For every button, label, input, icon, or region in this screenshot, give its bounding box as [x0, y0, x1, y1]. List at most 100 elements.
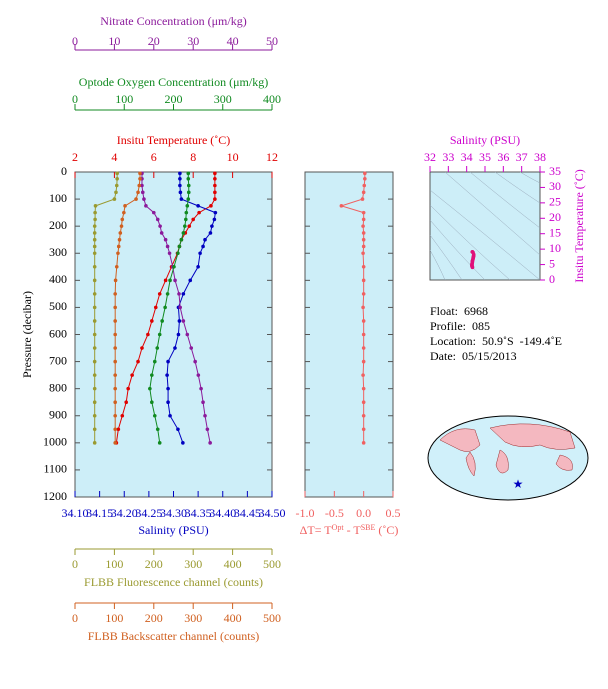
data-point — [92, 224, 97, 228]
data-point — [115, 171, 119, 176]
data-point — [177, 319, 182, 323]
data-point — [114, 190, 118, 195]
data-point — [201, 400, 205, 405]
tick-label: 300 — [214, 92, 232, 106]
data-point — [144, 204, 148, 208]
data-point — [203, 237, 207, 242]
tick-label: -1.0 — [296, 506, 315, 520]
data-point — [178, 190, 183, 195]
y-tick-label: 30 — [549, 179, 561, 193]
y-tick-label: 20 — [549, 210, 561, 224]
data-point — [92, 319, 97, 323]
data-point — [120, 217, 125, 222]
tick-label: 34.35 — [185, 506, 212, 520]
tick-label: 50 — [266, 34, 278, 48]
data-point — [113, 386, 117, 391]
data-point — [140, 190, 145, 195]
data-point — [116, 251, 120, 256]
y-tick-label: 1000 — [43, 435, 67, 449]
data-point — [186, 183, 191, 188]
tick-label: 100 — [105, 557, 123, 571]
data-point — [137, 183, 142, 188]
data-point — [179, 237, 184, 242]
data-point — [150, 400, 154, 405]
data-point — [152, 413, 157, 418]
ts-point — [470, 265, 475, 270]
tick-label: 2 — [72, 150, 78, 164]
y-tick-label: 400 — [49, 272, 67, 286]
data-point — [113, 292, 117, 296]
data-point — [183, 224, 187, 228]
y-tick-label: 15 — [549, 225, 561, 239]
data-point — [177, 292, 181, 296]
axis-title: FLBB Backscatter channel (counts) — [88, 629, 260, 643]
data-point — [150, 373, 154, 377]
data-point — [181, 292, 186, 296]
data-point — [92, 251, 97, 256]
data-point — [168, 413, 172, 418]
tick-label: 0.0 — [356, 506, 371, 520]
data-point — [122, 210, 126, 215]
data-point — [177, 244, 182, 249]
data-point — [136, 359, 140, 364]
tick-label: 400 — [224, 611, 242, 625]
data-point — [123, 204, 127, 208]
data-point — [146, 332, 150, 337]
data-point — [113, 359, 117, 364]
data-point — [173, 278, 177, 283]
axis-title: Salinity (PSU) — [450, 133, 520, 147]
tick-label: 400 — [263, 92, 281, 106]
data-point — [157, 441, 162, 445]
y-axis-title: Pressure (decibar) — [20, 291, 34, 378]
tick-label: 0 — [72, 611, 78, 625]
plot-area — [74, 171, 273, 498]
data-point — [115, 176, 119, 181]
data-point — [92, 359, 97, 364]
data-point — [210, 224, 214, 228]
data-point — [124, 400, 129, 405]
data-point — [186, 197, 191, 201]
data-point — [92, 413, 97, 418]
data-point — [92, 264, 97, 269]
data-point — [178, 183, 182, 188]
data-point — [116, 244, 121, 249]
data-point — [186, 190, 191, 195]
title-part: ΔT= T — [300, 523, 333, 537]
tick-label: 34.30 — [160, 506, 187, 520]
data-point — [93, 210, 97, 215]
data-point — [361, 305, 365, 310]
data-point — [165, 373, 169, 377]
tick-label: 30 — [187, 34, 199, 48]
axis-title: Nitrate Concentration (μm/kg) — [100, 14, 246, 28]
data-point — [188, 278, 193, 283]
data-point — [130, 373, 134, 377]
data-point — [213, 210, 218, 215]
data-point — [178, 305, 182, 310]
tick-label: 300 — [184, 557, 202, 571]
data-point — [160, 319, 164, 323]
data-point — [152, 210, 156, 215]
data-point — [193, 359, 197, 364]
data-point — [155, 217, 160, 222]
data-point — [163, 237, 168, 242]
tick-label: 500 — [263, 557, 281, 571]
data-point — [113, 427, 117, 432]
data-point — [362, 183, 367, 188]
data-point — [361, 231, 366, 235]
data-point — [196, 373, 201, 377]
data-point — [361, 413, 366, 418]
data-point — [191, 217, 195, 222]
data-point — [166, 359, 170, 364]
data-point — [208, 441, 212, 445]
tick-label: 36 — [497, 150, 509, 164]
y-tick-label: 900 — [49, 408, 67, 422]
tick-label: 12 — [266, 150, 278, 164]
data-point — [179, 197, 184, 201]
data-point — [92, 441, 97, 445]
delta-plot-area — [304, 171, 394, 498]
y-tick-label: 300 — [49, 245, 67, 259]
data-point — [205, 427, 210, 432]
data-point — [361, 427, 366, 432]
axis-title: Salinity (PSU) — [138, 523, 208, 537]
data-point — [114, 183, 119, 188]
